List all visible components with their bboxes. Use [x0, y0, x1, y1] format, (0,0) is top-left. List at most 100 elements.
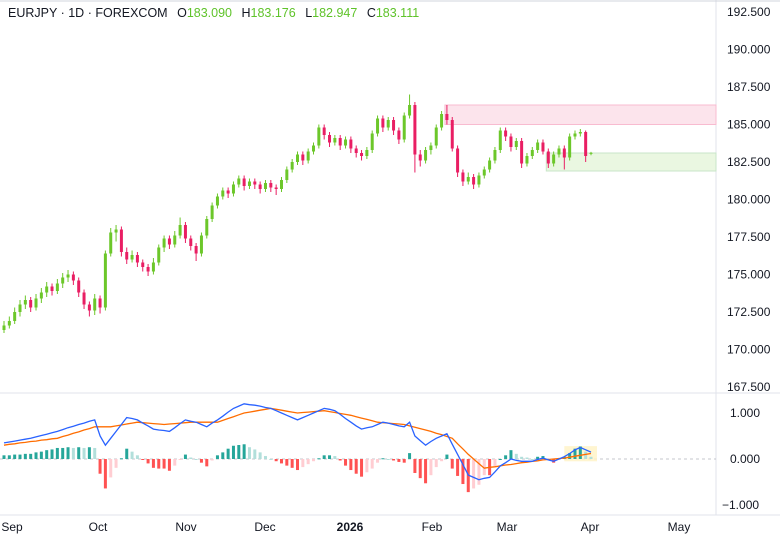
- candle-body: [461, 172, 465, 182]
- histogram-bar: [77, 447, 81, 459]
- histogram-bar: [279, 459, 283, 464]
- price-axis-label: 190.000: [727, 43, 771, 57]
- histogram-bar: [322, 455, 326, 459]
- histogram-bar: [440, 459, 444, 462]
- open-label: O: [177, 6, 187, 20]
- candle-body: [151, 262, 155, 272]
- candle-body: [258, 184, 262, 189]
- candle-body: [146, 267, 150, 272]
- separator: ·: [87, 6, 92, 20]
- candle-body: [424, 150, 428, 161]
- histogram-bar: [178, 459, 182, 460]
- interval[interactable]: 1D: [68, 6, 85, 20]
- candle-body: [66, 274, 70, 278]
- time-axis-label: Mar: [496, 520, 518, 534]
- candle-body: [71, 274, 75, 281]
- candle-body: [23, 300, 27, 305]
- candle-body: [520, 141, 524, 164]
- histogram-bar: [365, 459, 369, 473]
- histogram-bar: [360, 459, 364, 477]
- candle-body: [413, 105, 417, 155]
- candle-body: [189, 238, 193, 246]
- candle-body: [205, 219, 209, 236]
- candle-body: [114, 229, 118, 233]
- histogram-bar: [114, 459, 118, 468]
- candle-body: [509, 136, 513, 147]
- histogram-bar: [285, 459, 289, 466]
- candle-body: [557, 148, 561, 155]
- histogram-bar: [61, 447, 65, 459]
- histogram-bar: [504, 455, 508, 459]
- histogram-bar: [397, 459, 401, 462]
- close-label: C: [366, 6, 376, 20]
- time-axis-label: Sep: [1, 520, 23, 534]
- candle-body: [13, 312, 17, 321]
- histogram-bar: [18, 454, 22, 459]
- candle-body: [530, 150, 534, 156]
- candle-body: [7, 321, 11, 326]
- histogram-bar: [392, 459, 396, 461]
- candle-body: [322, 127, 326, 135]
- candle-body: [434, 127, 438, 146]
- histogram-bar: [269, 459, 273, 460]
- price-axis-label: 180.000: [727, 193, 771, 207]
- histogram-bar: [194, 459, 198, 460]
- symbol-legend: EURJPY · 1D · FOREXCOM O183.090 H183.176…: [8, 6, 419, 20]
- candle-body: [82, 292, 86, 305]
- candle-body: [354, 148, 358, 153]
- candle-body: [573, 133, 577, 137]
- histogram-bar: [141, 459, 145, 460]
- candle-body: [167, 238, 171, 245]
- histogram-bar: [461, 459, 465, 485]
- close-value: 183.111: [375, 6, 420, 20]
- histogram-bar: [514, 453, 518, 459]
- histogram-bar: [536, 456, 540, 459]
- candle-body: [338, 138, 342, 146]
- histogram-bar: [530, 459, 534, 460]
- histogram-bar: [162, 459, 166, 469]
- price-axis-label: 185.000: [727, 118, 771, 132]
- time-axis-label: Nov: [175, 520, 197, 534]
- histogram-bar: [386, 459, 390, 460]
- candle-body: [466, 177, 470, 182]
- demand-zone: [545, 152, 717, 172]
- exchange: FOREXCOM: [95, 6, 168, 20]
- candle-body: [477, 175, 481, 185]
- candle-body: [440, 114, 444, 128]
- candle-body: [546, 151, 550, 164]
- histogram-bar: [578, 446, 582, 459]
- candle-body: [568, 136, 572, 158]
- histogram-bar: [296, 459, 299, 471]
- candle-body: [445, 114, 449, 120]
- histogram-bar: [274, 459, 278, 462]
- candle-body: [87, 304, 91, 311]
- histogram-bar: [472, 459, 476, 489]
- candle-body: [578, 132, 582, 134]
- histogram-bar: [87, 447, 91, 459]
- candle-body: [50, 286, 54, 291]
- candle-body: [360, 153, 364, 156]
- histogram-bar: [312, 459, 316, 462]
- candle-body: [450, 120, 454, 149]
- candle-body: [253, 181, 257, 185]
- histogram-bar: [584, 451, 588, 459]
- histogram-bar: [429, 459, 433, 476]
- candle-body: [93, 298, 97, 311]
- histogram-bar: [215, 455, 219, 459]
- time-axis-label: Apr: [580, 520, 600, 534]
- candle-body: [183, 225, 187, 239]
- symbol-name[interactable]: EURJPY: [8, 6, 58, 20]
- candle-body: [296, 154, 299, 162]
- histogram-bar: [456, 459, 460, 476]
- candle-body: [279, 180, 283, 189]
- histogram-bar: [482, 459, 486, 476]
- candle-body: [306, 151, 310, 161]
- candle-body: [365, 150, 369, 156]
- histogram-bar: [109, 459, 113, 478]
- candle-body: [194, 246, 198, 254]
- candle-body: [584, 132, 588, 156]
- price-axis-label: 167.500: [727, 380, 771, 394]
- candle-body: [135, 255, 139, 263]
- candle-body: [317, 127, 321, 146]
